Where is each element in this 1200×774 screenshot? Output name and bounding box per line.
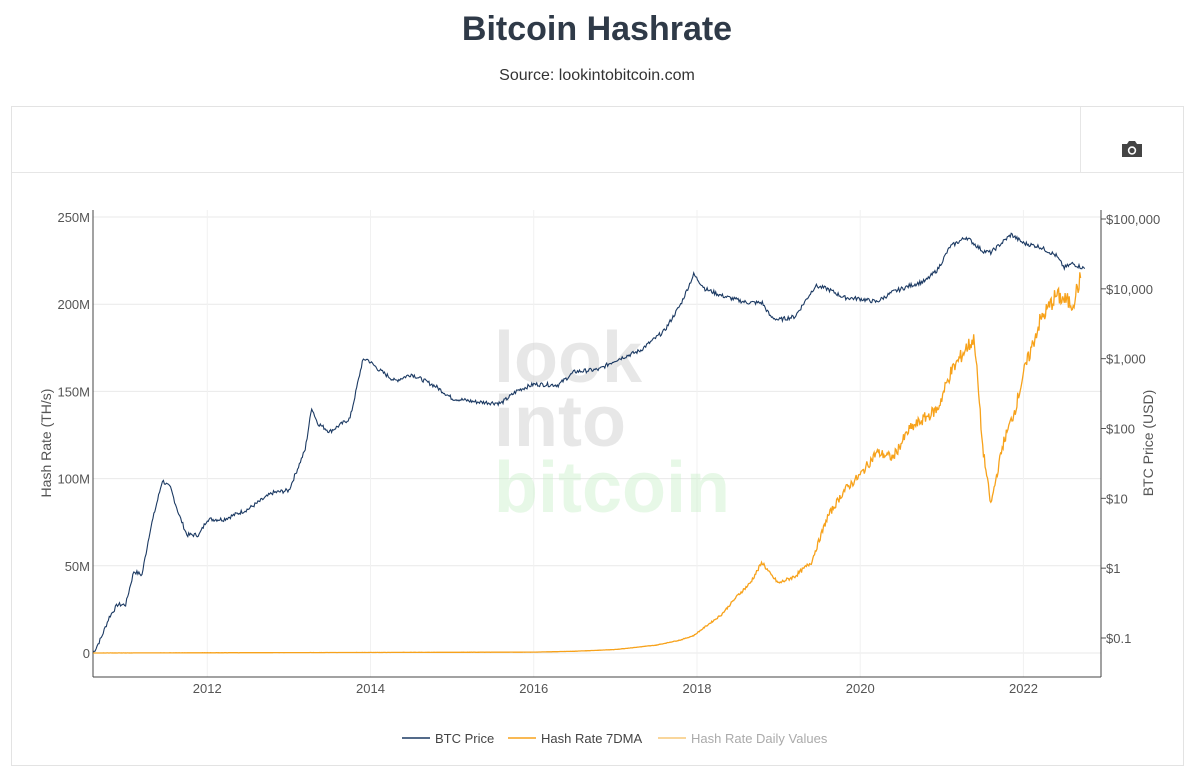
- x-tick-label: 2020: [846, 681, 875, 696]
- chart-toolbar: [12, 107, 1183, 173]
- y2-tick-label: $1,000: [1106, 352, 1146, 367]
- camera-icon: [1122, 141, 1142, 157]
- watermark-look: look: [494, 318, 643, 398]
- legend-btc-price-label: BTC Price: [435, 731, 494, 746]
- y2-tick-label: $100,000: [1106, 212, 1160, 227]
- y-tick-label: 0: [83, 646, 90, 661]
- legend: BTC Price Hash Rate 7DMA Hash Rate Daily V…: [402, 731, 828, 746]
- y2-axis-label: BTC Price (USD): [1140, 390, 1156, 497]
- page-subtitle: Source: lookintobitcoin.com: [499, 67, 695, 84]
- x-tick-label: 2012: [193, 681, 222, 696]
- toolbar-divider: [1080, 107, 1081, 172]
- legend-hash-rate-daily-label: Hash Rate Daily Values: [691, 731, 828, 746]
- y-tick-label: 100M: [57, 472, 90, 487]
- y2-tick-label: $10: [1106, 491, 1128, 506]
- hash-rate-7dma-line: [93, 272, 1082, 654]
- watermark-into: into: [494, 382, 626, 462]
- btc-price-line: [92, 232, 1086, 654]
- y-tick-label: 50M: [65, 559, 90, 574]
- series-lines: [92, 232, 1086, 654]
- legend-hash-rate-7dma-label: Hash Rate 7DMA: [541, 731, 642, 746]
- watermark: look into bitcoin: [494, 318, 730, 528]
- y-tick-label: 250M: [57, 210, 90, 225]
- x-tick-label: 2014: [356, 681, 385, 696]
- y-axis-label: Hash Rate (TH/s): [38, 389, 54, 498]
- y-tick-label: 150M: [57, 384, 90, 399]
- y2-tick-label: $1: [1106, 561, 1120, 576]
- x-tick-label: 2018: [683, 681, 712, 696]
- watermark-bitcoin: bitcoin: [494, 448, 730, 528]
- download-image-button[interactable]: [1118, 137, 1146, 161]
- y-tick-label: 200M: [57, 297, 90, 312]
- x-tick-label: 2022: [1009, 681, 1038, 696]
- y2-tick-label: $0.1: [1106, 631, 1131, 646]
- chart-panel: [11, 106, 1184, 766]
- x-tick-label: 2016: [519, 681, 548, 696]
- y2-tick-label: $100: [1106, 422, 1135, 437]
- page-title: Bitcoin Hashrate: [461, 10, 733, 48]
- y2-tick-label: $10,000: [1106, 282, 1153, 297]
- axes: 0 50M 100M 150M 200M 250M $0.1 $1 $10 $100 $1,000 $…: [57, 210, 1160, 696]
